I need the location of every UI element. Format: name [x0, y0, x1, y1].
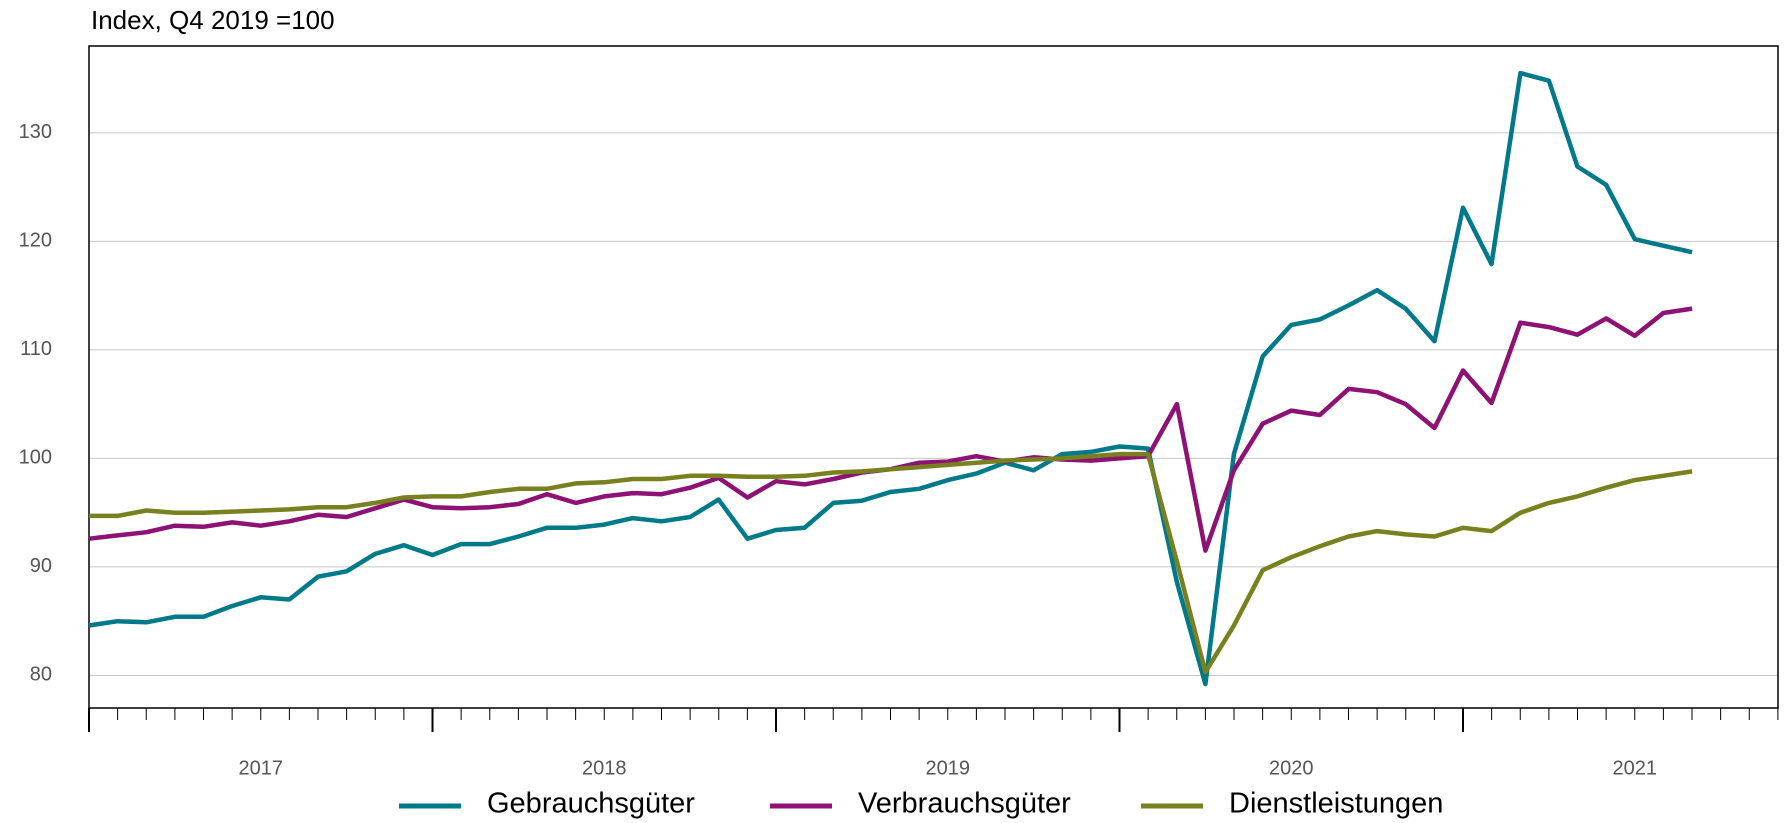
x-tick-label: 2018 — [582, 757, 627, 779]
plot-frame — [88, 45, 1779, 709]
x-tick-label: 2020 — [1269, 757, 1314, 779]
y-tick-label: 120 — [19, 230, 52, 252]
legend-label: Gebrauchsgüter — [487, 788, 695, 820]
y-tick-label: 100 — [19, 447, 52, 469]
legend-label: Verbrauchsgüter — [858, 788, 1071, 820]
line-series — [89, 451, 1693, 675]
x-tick-label: 2017 — [239, 757, 284, 779]
y-tick-label: 110 — [20, 338, 52, 360]
chart-title: Index, Q4 2019 =100 — [91, 5, 335, 35]
y-tick-label: 90 — [30, 555, 52, 577]
line-series — [88, 70, 1693, 687]
x-tick-label: 2019 — [926, 757, 971, 779]
x-tick-label: 2021 — [1613, 757, 1658, 779]
legend-label: Dienstleistungen — [1229, 788, 1443, 820]
line-series — [88, 306, 1693, 553]
y-tick-label: 130 — [19, 121, 52, 143]
y-tick-label: 80 — [30, 664, 52, 686]
